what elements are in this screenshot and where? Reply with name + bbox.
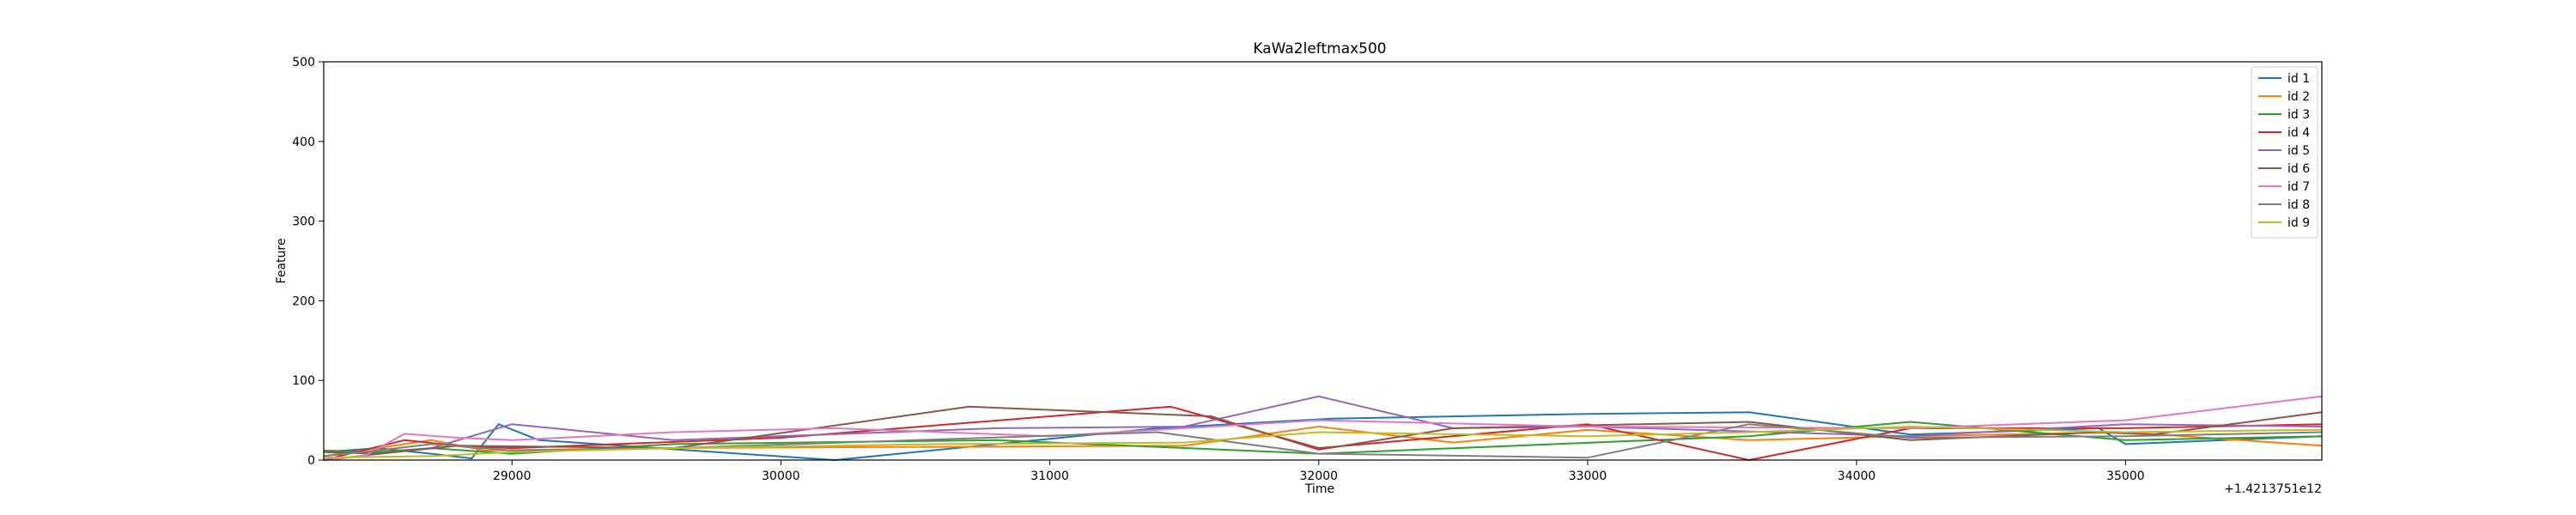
legend-label: id 7 [2287,180,2310,194]
x-tick-label: 33000 [1569,470,1607,483]
legend: id 1 id 2 id 3 id 4 id 5 id 6 id 7 id 8 id 9 [2251,66,2318,239]
y-tick-label: 200 [292,294,315,308]
y-tick-label: 400 [292,136,315,149]
series-line-id-8 [323,423,2323,459]
x-offset-label: +1.4213751e12 [2224,482,2322,496]
legend-label: id 6 [2287,162,2310,176]
y-tick-label: 100 [292,374,315,388]
x-tick-label: 35000 [2106,470,2145,483]
series-layer [323,395,2323,461]
legend-label: id 2 [2287,90,2310,104]
x-axis: 29000 30000 31000 32000 33000 34000 35000 [493,460,2145,483]
y-tick-label: 300 [292,215,315,229]
x-tick-label: 34000 [1838,470,1876,483]
y-axis: 0 100 200 300 400 500 [292,56,324,468]
series-line-id-5 [323,395,2323,461]
y-tick-label: 500 [292,56,315,70]
y-tick-label: 0 [307,454,315,468]
x-axis-title: Time [1304,482,1334,496]
x-tick-label: 30000 [762,470,800,483]
legend-box [2251,66,2318,239]
legend-label: id 3 [2287,108,2310,122]
legend-label: id 9 [2287,216,2310,230]
chart-title: KaWa2leftmax500 [1253,40,1386,58]
plot-frame [323,61,2323,461]
series-line-id-7 [323,395,2323,461]
x-tick-label: 29000 [493,470,532,483]
series-line-id-9 [323,426,2323,459]
legend-label: id 4 [2287,126,2310,140]
x-tick-label: 31000 [1030,470,1069,483]
legend-label: id 5 [2287,144,2310,158]
legend-label: id 1 [2287,72,2310,86]
y-axis-title: Feature [275,239,289,284]
x-tick-label: 32000 [1300,470,1339,483]
legend-label: id 8 [2287,198,2310,212]
